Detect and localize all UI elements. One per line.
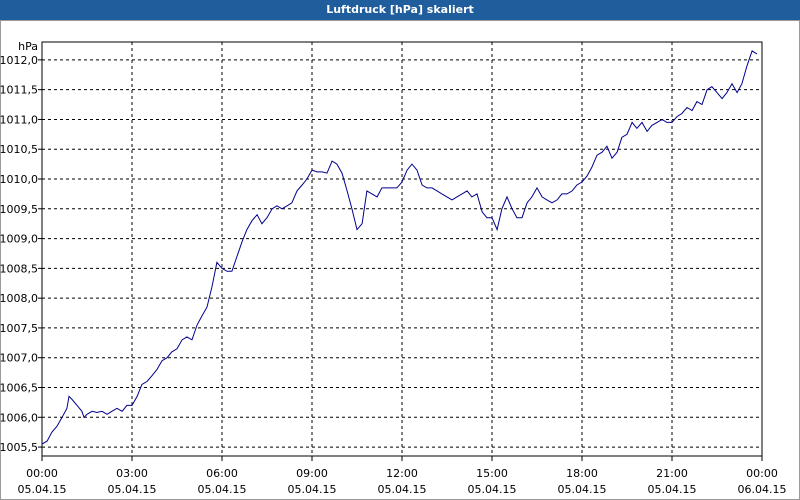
y-tick-label: 1010,0 [0, 173, 38, 186]
x-tick-date-label: 05.04.15 [648, 483, 697, 496]
y-tick-label: 1009,0 [0, 233, 38, 246]
series-group [41, 50, 758, 445]
grid-lines [42, 42, 762, 456]
x-tick-date-label: 05.04.15 [288, 483, 337, 496]
x-tick-time-label: 12:00 [386, 467, 418, 480]
x-tick-time-label: 15:00 [476, 467, 508, 480]
y-axis-ticks: 1005,5 1006,0 1006,5 1007,0 1007,5 1008,0 1008… [0, 54, 42, 454]
y-tick-label: 1005,5 [0, 441, 38, 454]
y-tick-label: 1011,5 [0, 84, 38, 97]
x-tick-date-label: 06.04.15 [738, 483, 787, 496]
x-axis-ticks: 00:00 05.04.15 03:00 05.04.15 06:00 05.04.15 0… [18, 456, 787, 496]
x-tick-date-label: 05.04.15 [558, 483, 607, 496]
chart-frame [0, 20, 800, 500]
x-tick-time-label: 09:00 [296, 467, 328, 480]
x-tick-date-label: 05.04.15 [198, 483, 247, 496]
x-tick-date-label: 05.04.15 [468, 483, 517, 496]
y-tick-label: 1008,5 [0, 262, 38, 275]
x-tick-time-label: 06:00 [206, 467, 238, 480]
pressure-series-line [41, 50, 758, 445]
x-tick-time-label: 00:00 [746, 467, 778, 480]
x-tick-date-label: 05.04.15 [108, 483, 157, 496]
y-tick-label: 1007,0 [0, 352, 38, 365]
y-axis-unit-label: hPa [18, 40, 38, 53]
x-tick-date-label: 05.04.15 [378, 483, 427, 496]
y-tick-label: 1006,0 [0, 411, 38, 424]
y-tick-label: 1007,5 [0, 322, 38, 335]
x-tick-time-label: 18:00 [566, 467, 598, 480]
chart-title: Luftdruck [hPa] skaliert [0, 0, 800, 20]
y-tick-label: 1006,5 [0, 381, 38, 394]
y-tick-label: 1010,5 [0, 143, 38, 156]
y-tick-label: 1009,5 [0, 203, 38, 216]
y-tick-label: 1008,0 [0, 292, 38, 305]
x-tick-date-label: 05.04.15 [18, 483, 67, 496]
x-tick-time-label: 03:00 [116, 467, 148, 480]
y-tick-label: 1011,0 [0, 113, 38, 126]
y-tick-label: 1012,0 [0, 54, 38, 67]
x-tick-time-label: 00:00 [26, 467, 58, 480]
x-tick-time-label: 21:00 [656, 467, 688, 480]
